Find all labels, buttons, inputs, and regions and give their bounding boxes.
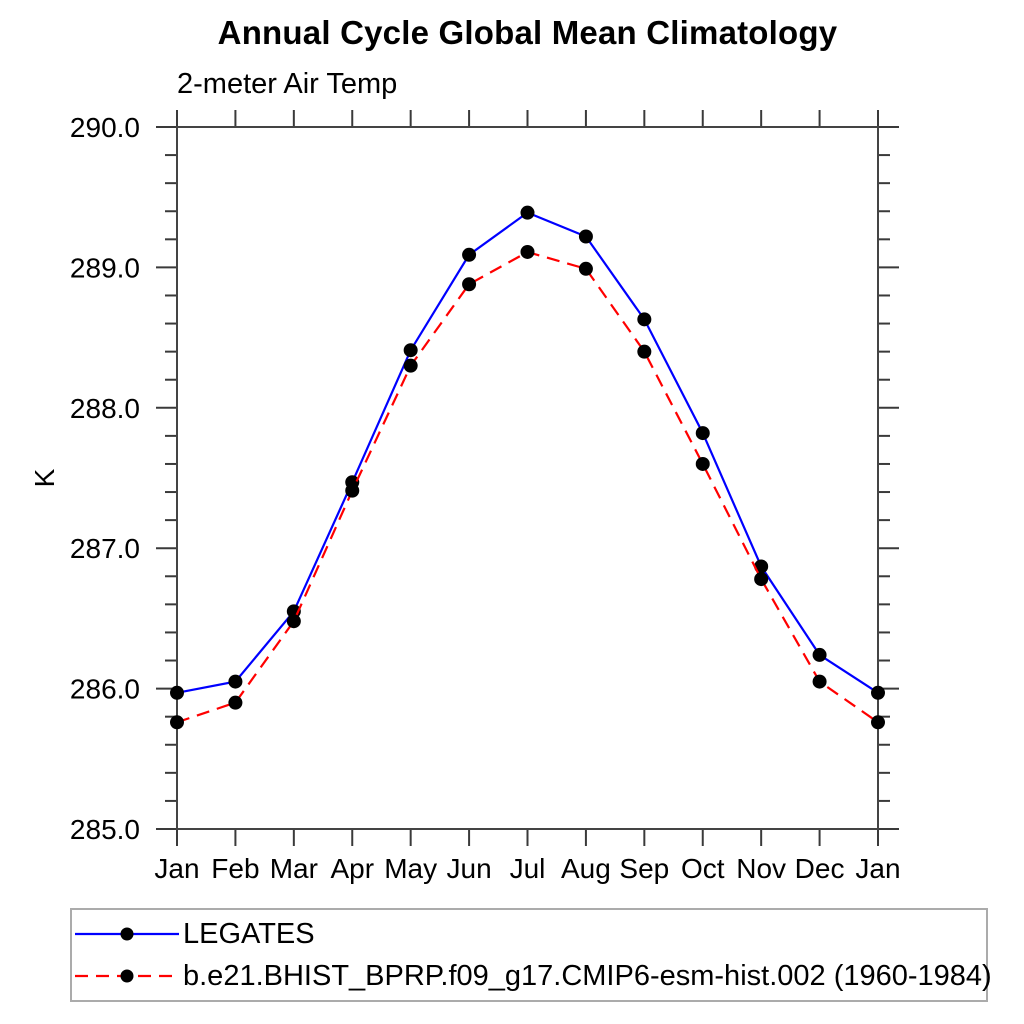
x-axis-tick-label: Jul — [510, 853, 546, 884]
series-0-point — [871, 685, 885, 700]
series-1-point — [695, 456, 710, 471]
series-1-point — [637, 344, 652, 359]
series-0-point — [637, 312, 652, 327]
y-axis-tick-label: 286.0 — [70, 674, 140, 705]
x-axis-tick-label: Feb — [211, 853, 259, 884]
series-line-1 — [176, 250, 879, 724]
chart-title: Annual Cycle Global Mean Climatology — [217, 14, 838, 51]
series-1-point — [170, 715, 184, 730]
series-0-point — [520, 205, 535, 220]
x-axis-tick-label: Nov — [736, 853, 786, 884]
series-0-point — [403, 343, 418, 358]
series-1-point — [812, 674, 827, 689]
x-axis-tick-label: May — [384, 853, 437, 884]
legend-label: b.e21.BHIST_BPRP.f09_g17.CMIP6-esm-hist.… — [183, 959, 992, 992]
x-axis-tick-label: Aug — [561, 853, 611, 884]
series-1-point — [462, 277, 477, 292]
legend-item: LEGATES — [75, 917, 986, 951]
x-axis-tick-label: Mar — [270, 853, 318, 884]
x-axis-tick-label: Sep — [619, 853, 669, 884]
legend-sample-marker — [120, 927, 134, 941]
y-axis-tick-label: 290.0 — [70, 112, 140, 143]
legend-item: b.e21.BHIST_BPRP.f09_g17.CMIP6-esm-hist.… — [75, 959, 992, 993]
series-line-0 — [176, 211, 879, 694]
y-axis-tick-label: 285.0 — [70, 814, 140, 845]
x-axis-tick-label: Apr — [330, 853, 374, 884]
series-1-point — [345, 483, 360, 498]
plot-frame — [176, 126, 879, 830]
x-axis-tick-label: Jun — [447, 853, 492, 884]
series-1-point — [228, 695, 243, 710]
y-axis-tick-label: 288.0 — [70, 393, 140, 424]
series-0-point — [578, 229, 593, 244]
legend-label: LEGATES — [183, 917, 315, 950]
series-1-point — [286, 614, 301, 629]
x-axis-tick-label: Jan — [154, 853, 199, 884]
chart-subtitle: 2-meter Air Temp — [177, 68, 398, 100]
series-0-point — [170, 685, 184, 700]
series-0-point — [695, 426, 710, 441]
y-axis-tick-label: 289.0 — [70, 252, 140, 283]
series-1-point — [871, 715, 885, 730]
x-axis-tick-label: Dec — [795, 853, 845, 884]
series-1-point — [578, 261, 593, 276]
series-1-point — [403, 358, 418, 373]
legend-line-marker-sample — [75, 927, 179, 941]
series-0-point — [812, 647, 827, 662]
x-axis-tick-label: Oct — [681, 853, 725, 884]
series-1-point — [754, 572, 769, 587]
x-axis-tick-label: Jan — [855, 853, 900, 884]
series-1-point — [520, 244, 535, 259]
legend-box: LEGATES b.e21.BHIST_BPRP.f09_g17.CMIP6-e… — [70, 908, 992, 1002]
legend-line-marker-sample — [75, 969, 179, 983]
y-axis-tick-label: 287.0 — [70, 533, 140, 564]
series-0-point — [462, 247, 477, 262]
series-0-point — [228, 674, 243, 689]
legend-sample-marker — [120, 969, 134, 983]
